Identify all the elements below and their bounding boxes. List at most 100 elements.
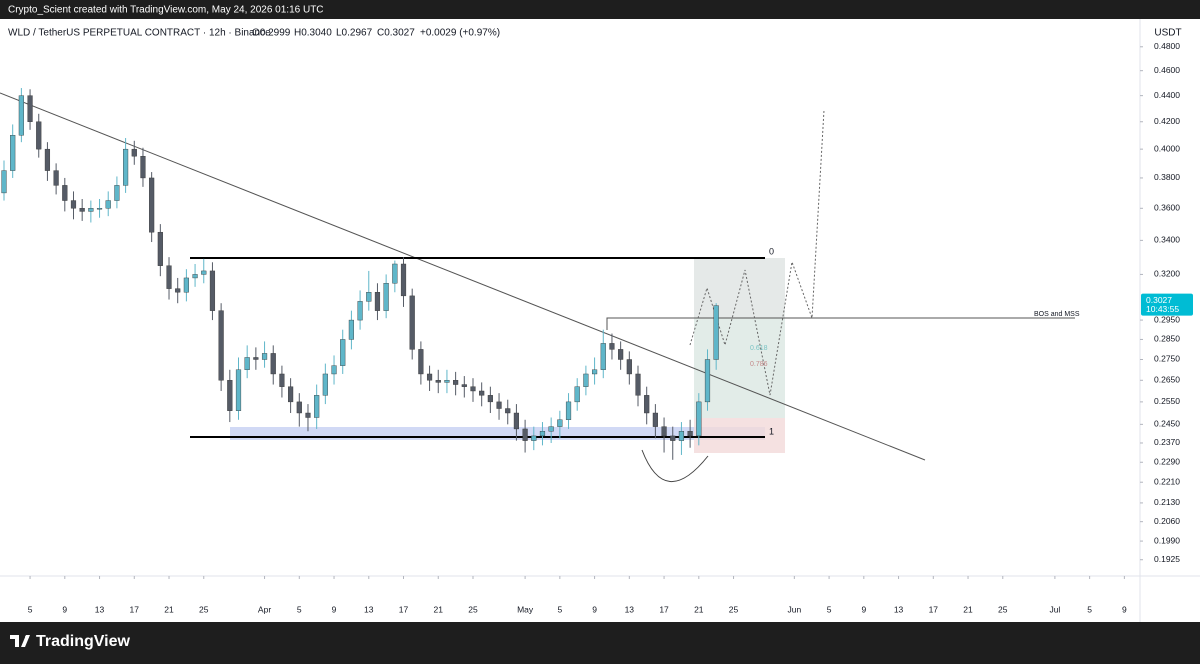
candle-body <box>461 384 467 387</box>
x-tick-label: 9 <box>62 604 67 614</box>
candle-body <box>678 431 685 441</box>
y-tick-label: 0.1990 <box>1154 535 1180 545</box>
candle-body <box>366 292 372 302</box>
footer: TradingView <box>0 622 1200 664</box>
candle-body <box>479 390 485 396</box>
candle-body <box>444 380 450 383</box>
stop-box <box>694 418 785 453</box>
candle-body <box>244 357 250 370</box>
candle-body <box>600 343 606 370</box>
y-tick-label: 0.2370 <box>1154 437 1180 447</box>
candle-body <box>183 277 189 293</box>
candle-body <box>652 412 658 427</box>
candle-body <box>357 301 363 321</box>
x-tick-label: Jun <box>787 604 801 614</box>
y-tick-label: 0.4800 <box>1154 41 1180 51</box>
brand: TradingView <box>36 633 131 650</box>
x-tick-label: 13 <box>364 604 374 614</box>
x-tick-label: 25 <box>998 604 1008 614</box>
candle-body <box>644 395 650 414</box>
candle-body <box>548 426 554 432</box>
ohlc-open: O0.2999 <box>252 28 291 39</box>
x-tick-label: 5 <box>1087 604 1092 614</box>
candle-body <box>305 412 311 418</box>
candle-body <box>505 408 511 414</box>
x-tick-label: 21 <box>694 604 704 614</box>
candle-body <box>609 343 615 350</box>
price-tag-label: 0.3027 <box>1146 295 1172 305</box>
bos-label: BOS and MSS <box>1034 311 1080 318</box>
candle-body <box>53 170 59 186</box>
candle-body <box>149 177 155 233</box>
x-tick-label: 25 <box>199 604 209 614</box>
currency: USDT <box>1154 28 1181 39</box>
candle-body <box>1 170 7 194</box>
candle-body <box>557 419 563 427</box>
candle-body <box>88 208 94 212</box>
candle-body <box>661 426 667 437</box>
footer-bg <box>0 622 1200 664</box>
y-tick-label: 0.2290 <box>1154 457 1180 467</box>
x-tick-label: May <box>517 604 534 614</box>
candle-body <box>487 395 493 403</box>
candle-body <box>713 305 719 360</box>
y-tick-label: 0.2950 <box>1154 314 1180 324</box>
candle-body <box>96 208 103 210</box>
price-tag <box>1141 293 1193 316</box>
candle-body <box>687 431 693 437</box>
candle-body <box>696 401 702 437</box>
candle-body <box>470 386 476 392</box>
candles <box>1 88 719 460</box>
support-zone <box>230 427 765 440</box>
drawings: 0 1 0.618 0.786 BOS and MSS <box>0 92 1080 483</box>
candle-body <box>279 373 285 387</box>
y-tick-label: 0.2550 <box>1154 396 1180 406</box>
x-tick-label: 9 <box>861 604 866 614</box>
y-tick-label: 0.3600 <box>1154 203 1180 213</box>
candle-body <box>531 435 537 441</box>
candle-body <box>62 185 68 201</box>
candle-body <box>635 373 641 396</box>
candle-body <box>331 365 337 375</box>
y-tick-label: 0.1925 <box>1154 554 1180 564</box>
x-tick-label: 21 <box>963 604 973 614</box>
x-tick-label: Jul <box>1049 604 1060 614</box>
x-tick-label: 13 <box>894 604 904 614</box>
candle-body <box>626 359 632 375</box>
x-tick-label: 17 <box>929 604 939 614</box>
candle-body <box>591 369 598 375</box>
y-tick-label: 0.3200 <box>1154 269 1180 279</box>
x-tick-label: 17 <box>130 604 140 614</box>
candle-body <box>270 353 276 375</box>
candle-body <box>18 95 24 136</box>
candle-body <box>618 349 624 360</box>
candle-body <box>114 185 120 201</box>
target-box <box>694 258 785 318</box>
y-tick-label: 0.3400 <box>1154 235 1180 245</box>
candle-body <box>227 380 233 411</box>
candle-body <box>70 200 77 209</box>
x-tick-label: Apr <box>258 604 271 614</box>
y-tick-label: 0.3800 <box>1154 172 1180 182</box>
fib-786-label: 0.786 <box>750 361 768 368</box>
x-tick-label: 5 <box>28 604 33 614</box>
y-tick-label: 0.2060 <box>1154 516 1180 526</box>
candle-body <box>539 431 546 437</box>
candle-body <box>175 288 181 293</box>
ohlc-close: C0.3027 <box>377 28 415 39</box>
logo-icon <box>10 635 30 647</box>
candle-body <box>374 292 381 311</box>
axes: 0.4800 0.4600 0.4400 0.4200 0.4000 0.3800 0.36… <box>28 41 1193 614</box>
x-tick-label: 21 <box>164 604 174 614</box>
candle-body <box>513 412 520 430</box>
x-tick-label: 25 <box>729 604 739 614</box>
candle-body <box>583 373 589 387</box>
candle-body <box>192 274 198 279</box>
x-tick-label: 13 <box>95 604 105 614</box>
x-tick-label: 9 <box>332 604 337 614</box>
candle-body <box>383 283 389 311</box>
candle-body <box>44 148 51 171</box>
y-tick-label: 0.2650 <box>1154 375 1180 385</box>
candle-body <box>140 156 146 179</box>
